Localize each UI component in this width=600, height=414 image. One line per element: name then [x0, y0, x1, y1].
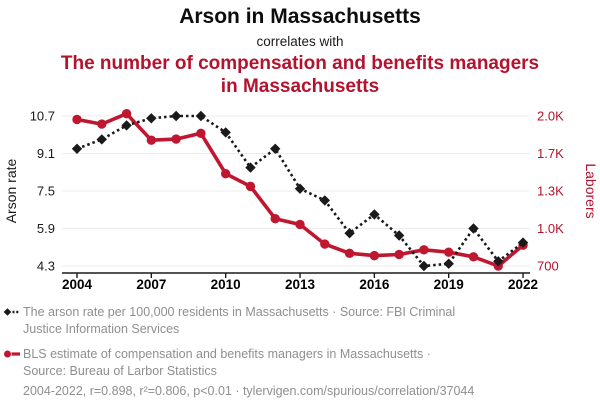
svg-text:10.7: 10.7	[30, 109, 55, 124]
svg-text:7.5: 7.5	[37, 184, 55, 199]
legend-laborers-text: BLS estimate of compensation and benefit…	[23, 346, 431, 380]
chart-grid	[62, 115, 530, 267]
right-axis-tick-labels: 2.0K 1.7K 1.3K 1.0K 700	[537, 109, 564, 274]
right-axis-title: Laborers	[583, 163, 599, 218]
svg-text:2013: 2013	[285, 277, 316, 292]
svg-text:5.9: 5.9	[37, 221, 55, 236]
svg-text:2010: 2010	[211, 277, 241, 292]
svg-text:2022: 2022	[508, 277, 538, 292]
svg-text:1.7K: 1.7K	[537, 146, 564, 161]
stats-footnote: 2004-2022, r=0.898, r²=0.806, p<0.01 · t…	[23, 384, 475, 398]
legend-laborers-line2: Source: Bureau of Larbor Statistics	[23, 364, 217, 378]
svg-text:1.3K: 1.3K	[537, 184, 564, 199]
page-title: Arson in Massachusetts	[179, 5, 421, 28]
series-arson-rate	[71, 110, 529, 272]
legend-entry-laborers: BLS estimate of compensation and benefit…	[3, 346, 578, 380]
black-diamond-dotted-legend-icon	[3, 308, 20, 316]
svg-text:2004: 2004	[62, 277, 93, 292]
secondary-title: The number of compensation and benefits …	[60, 53, 540, 97]
legend-arson-line2: Justice Information Services	[23, 322, 180, 336]
svg-text:2.0K: 2.0K	[537, 109, 564, 124]
left-axis-title: Arson rate	[3, 158, 19, 223]
svg-text:9.1: 9.1	[37, 146, 55, 161]
svg-text:1.0K: 1.0K	[537, 221, 564, 236]
svg-text:4.3: 4.3	[37, 259, 55, 274]
left-axis-tick-labels: 10.7 9.1 7.5 5.9 4.3	[30, 109, 55, 274]
legend-arson-line1: The arson rate per 100,000 residents in …	[23, 305, 456, 319]
svg-text:700: 700	[537, 259, 559, 274]
legend-arson-text: The arson rate per 100,000 residents in …	[23, 304, 455, 338]
correlates-with-text: correlates with	[256, 34, 344, 49]
legend-laborers-line1: BLS estimate of compensation and benefit…	[23, 347, 431, 361]
svg-text:2019: 2019	[434, 277, 464, 292]
legend-entry-arson: The arson rate per 100,000 residents in …	[3, 304, 578, 338]
x-axis: 2004 2007 2010 2013 2016 2019 2022	[62, 272, 538, 292]
red-circle-solid-legend-icon	[4, 350, 20, 358]
svg-text:2007: 2007	[136, 277, 166, 292]
svg-text:2016: 2016	[359, 277, 390, 292]
